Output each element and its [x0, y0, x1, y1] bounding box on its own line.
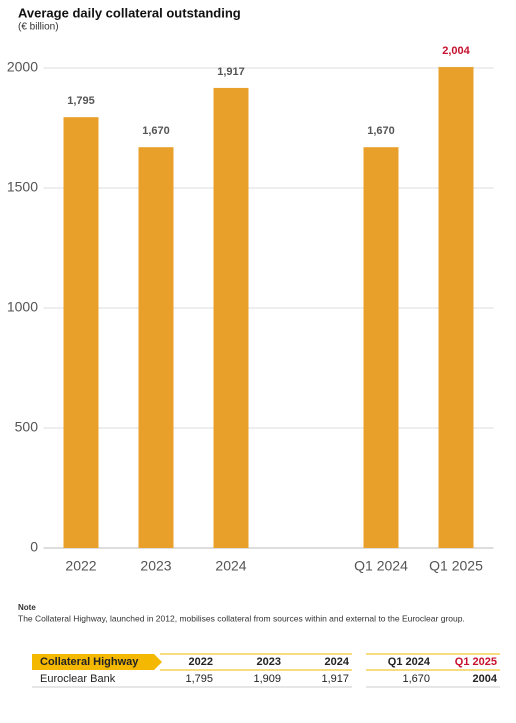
table-header-cell: Q1 2024 — [388, 656, 431, 668]
table-cell: 1,909 — [253, 673, 281, 685]
bar — [63, 117, 99, 548]
table-header-cell: 2024 — [325, 656, 350, 668]
x-tick-label: Q1 2024 — [354, 558, 408, 574]
value-label: 1,670 — [142, 125, 170, 137]
chart-title: Average daily collateral outstanding — [18, 5, 241, 20]
x-tick-label: 2022 — [65, 558, 96, 574]
y-tick-label: 1500 — [7, 179, 38, 195]
y-tick-label: 2000 — [7, 59, 38, 75]
value-label: 1,917 — [217, 66, 245, 78]
note-title: Note — [18, 603, 36, 612]
x-tick-label: Q1 2025 — [429, 558, 483, 574]
bar — [438, 67, 474, 548]
table-cell: 2004 — [473, 673, 498, 685]
value-label: 1,670 — [367, 125, 395, 137]
value-label: 1,795 — [67, 95, 95, 107]
table-cell: 1,795 — [185, 673, 213, 685]
table-cell: Euroclear Bank — [40, 673, 116, 685]
x-tick-label: 2023 — [140, 558, 171, 574]
note-text: The Collateral Highway, launched in 2012… — [18, 613, 465, 623]
table-header-cell: Q1 2025 — [455, 656, 497, 668]
x-tick-label: 2024 — [215, 558, 246, 574]
table-cell: 1,670 — [402, 673, 430, 685]
y-tick-label: 500 — [15, 419, 39, 435]
y-tick-label: 1000 — [7, 299, 38, 315]
value-label: 2,004 — [442, 45, 470, 57]
table-header-cell: 2023 — [257, 656, 281, 668]
table-header-cell: Collateral Highway — [40, 656, 139, 668]
chart-subtitle: (€ billion) — [18, 22, 59, 33]
table-header-cell: 2022 — [189, 656, 213, 668]
bar — [363, 147, 399, 548]
table-header-arrow — [32, 654, 162, 670]
y-tick-label: 0 — [30, 539, 38, 555]
bar — [138, 147, 174, 548]
bar — [213, 87, 249, 549]
table-cell: 1,917 — [321, 673, 349, 685]
